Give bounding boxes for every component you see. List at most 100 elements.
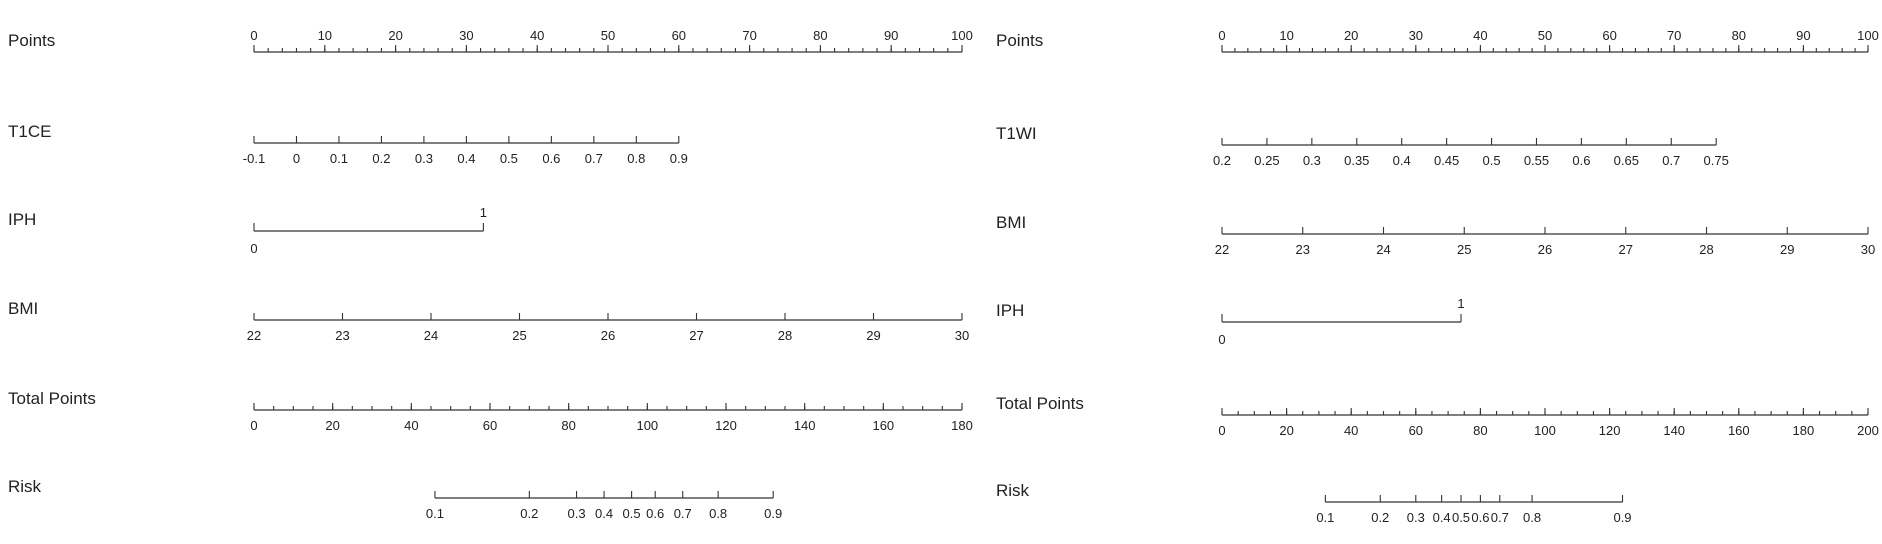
tick-label: 20 [388, 28, 402, 43]
tick-label: 27 [1619, 242, 1633, 257]
tick-label: 0 [1218, 423, 1225, 438]
tick-label: 30 [955, 328, 969, 343]
tick-label: 100 [1857, 28, 1879, 43]
tick-label: 1 [480, 205, 487, 220]
tick-label: 0.55 [1524, 153, 1549, 168]
tick-label: 0.7 [1491, 510, 1509, 525]
tick-label: 0.6 [646, 506, 664, 521]
tick-label: 22 [1215, 242, 1229, 257]
tick-label: 0.3 [1407, 510, 1425, 525]
tick-label: 0.4 [457, 151, 475, 166]
tick-label: 0.6 [1471, 510, 1489, 525]
tick-label: 26 [601, 328, 615, 343]
tick-label: 23 [1296, 242, 1310, 257]
tick-label: 100 [636, 418, 658, 433]
tick-label: 0.7 [585, 151, 603, 166]
tick-label: 0.8 [627, 151, 645, 166]
tick-label: -0.1 [243, 151, 265, 166]
tick-label: 0 [1218, 332, 1225, 347]
tick-label: 40 [1344, 423, 1358, 438]
tick-label: 70 [1667, 28, 1681, 43]
tick-label: 20 [1344, 28, 1358, 43]
tick-label: 180 [951, 418, 973, 433]
row-t1wi: T1WI 0.2 0.25 0.3 0.35 0.4 0.45 0.5 0.55 0.6 0.65 0… [996, 124, 1729, 168]
tick-label: 26 [1538, 242, 1552, 257]
tick-label: 0.9 [764, 506, 782, 521]
tick-label: 0 [250, 241, 257, 256]
row-label: BMI [996, 213, 1026, 232]
row-points: Points 0 10 20 30 40 50 60 70 80 90 100 [996, 28, 1879, 53]
tick-label: 29 [1780, 242, 1794, 257]
tick-label: 0.4 [1393, 153, 1411, 168]
tick-label: 0.7 [674, 506, 692, 521]
tick-label: 80 [561, 418, 575, 433]
tick-label: 30 [1409, 28, 1423, 43]
tick-label: 27 [689, 328, 703, 343]
tick-label: 0.3 [415, 151, 433, 166]
tick-label: 100 [951, 28, 973, 43]
tick-label: 100 [1534, 423, 1556, 438]
tick-label: 25 [1457, 242, 1471, 257]
tick-label: 30 [459, 28, 473, 43]
tick-label: 0 [250, 28, 257, 43]
tick-label: 160 [872, 418, 894, 433]
tick-label: 60 [1409, 423, 1423, 438]
row-label: T1WI [996, 124, 1037, 143]
tick-label: 0.6 [542, 151, 560, 166]
tick-label: 30 [1861, 242, 1875, 257]
tick-label: 0.45 [1434, 153, 1459, 168]
row-label: Points [8, 31, 55, 50]
tick-label: 0 [250, 418, 257, 433]
row-iph: IPH 0 1 [8, 205, 487, 256]
tick-label: 22 [247, 328, 261, 343]
tick-label: 0.4 [595, 506, 613, 521]
tick-label: 0.2 [1213, 153, 1231, 168]
row-total-points: Total Points 0 20 40 60 80 100 120 140 160 180 200 [996, 394, 1879, 438]
tick-label: 60 [483, 418, 497, 433]
tick-label: 24 [424, 328, 438, 343]
tick-label: 24 [1376, 242, 1390, 257]
tick-label: 120 [715, 418, 737, 433]
row-label: BMI [8, 299, 38, 318]
tick-label: 60 [1602, 28, 1616, 43]
tick-label: 80 [1732, 28, 1746, 43]
tick-label: 120 [1599, 423, 1621, 438]
tick-label: 25 [512, 328, 526, 343]
tick-label: 50 [1538, 28, 1552, 43]
row-bmi: BMI 22 23 24 25 26 27 28 29 30 [996, 213, 1875, 257]
row-label: Points [996, 31, 1043, 50]
tick-label: 0.35 [1344, 153, 1369, 168]
tick-label: 40 [530, 28, 544, 43]
tick-label: 0.1 [426, 506, 444, 521]
tick-label: 0.25 [1254, 153, 1279, 168]
tick-label: 1 [1457, 296, 1464, 311]
tick-label: 0.7 [1662, 153, 1680, 168]
tick-label: 28 [1699, 242, 1713, 257]
tick-label: 90 [884, 28, 898, 43]
tick-label: 50 [601, 28, 615, 43]
tick-label: 0.2 [1371, 510, 1389, 525]
tick-label: 23 [335, 328, 349, 343]
tick-label: 40 [404, 418, 418, 433]
tick-label: 0.5 [623, 506, 641, 521]
tick-label: 180 [1793, 423, 1815, 438]
tick-label: 0.3 [567, 506, 585, 521]
row-points: Points 0 10 20 30 40 50 60 70 80 90 100 [8, 28, 973, 53]
tick-label: 80 [813, 28, 827, 43]
tick-label: 0.6 [1572, 153, 1590, 168]
tick-label: 0 [1218, 28, 1225, 43]
row-t1ce: T1CE -0.1 0 0.1 0.2 0.3 0.4 0.5 0.6 0.7 0.8 0.9 [8, 122, 688, 166]
tick-label: 140 [1663, 423, 1685, 438]
tick-label: 28 [778, 328, 792, 343]
tick-label: 0.9 [1613, 510, 1631, 525]
row-label: T1CE [8, 122, 51, 141]
row-label: Total Points [996, 394, 1084, 413]
tick-label: 80 [1473, 423, 1487, 438]
tick-label: 0.2 [372, 151, 390, 166]
tick-label: 0.5 [1452, 510, 1470, 525]
tick-label: 20 [325, 418, 339, 433]
tick-label: 60 [672, 28, 686, 43]
row-label: Risk [996, 481, 1030, 500]
